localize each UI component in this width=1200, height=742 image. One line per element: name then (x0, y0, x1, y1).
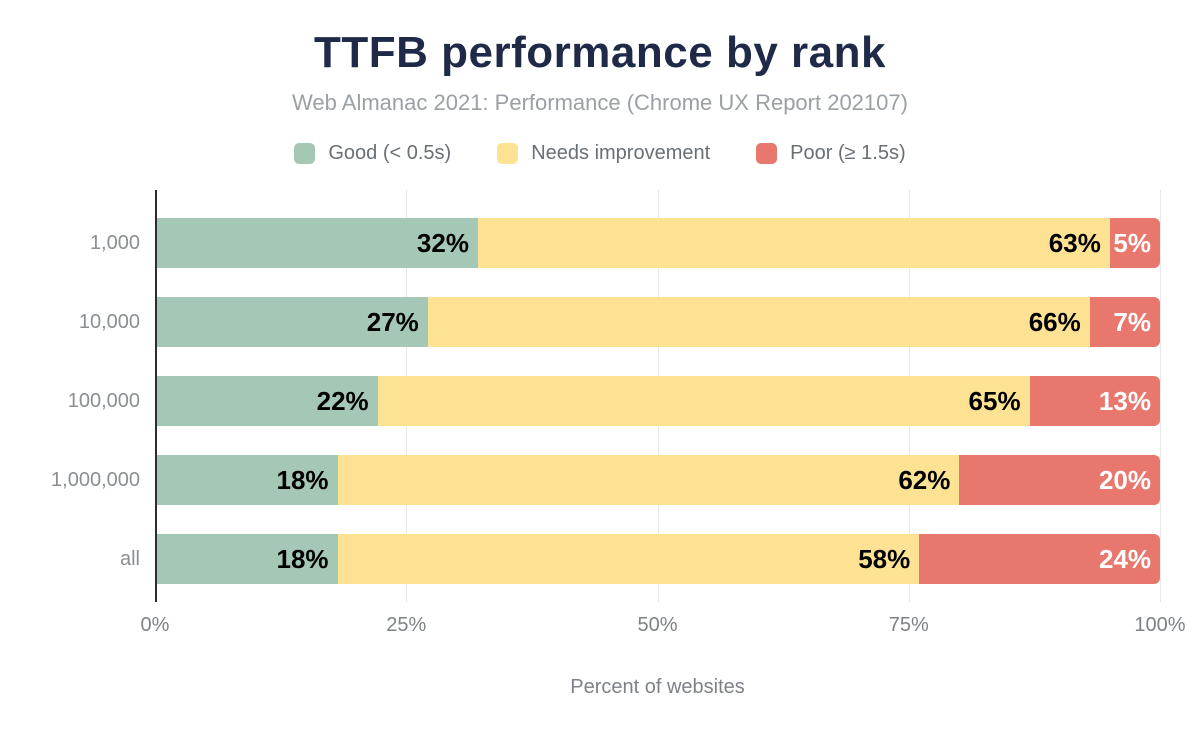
bar-segment-needs-improvement[interactable]: 66% (427, 297, 1090, 347)
bar-segment-needs-improvement[interactable]: 63% (477, 218, 1110, 268)
x-axis-tick-100: 100% (1134, 614, 1186, 636)
bar-segment-poor[interactable]: 20% (959, 455, 1160, 505)
bar-segment-poor[interactable]: 13% (1029, 376, 1160, 426)
bar-row: 100,000 22% 65% 13% (0, 376, 1200, 426)
legend-item-good[interactable]: Good (< 0.5s) (294, 142, 451, 165)
y-axis-label: 1,000,000 (51, 469, 140, 491)
y-axis-label: 1,000 (89, 232, 140, 254)
x-axis-tick-75: 75% (888, 614, 929, 636)
bar-segment-poor[interactable]: 5% (1109, 218, 1160, 268)
segment-value-label: 7% (1113, 306, 1151, 337)
segment-value-label: 58% (858, 543, 911, 574)
bar-segment-good[interactable]: 22% (157, 376, 378, 426)
legend-item-needs-improvement[interactable]: Needs improvement (497, 142, 710, 165)
segment-value-label: 63% (1048, 227, 1101, 258)
legend-label: Needs improvement (531, 142, 711, 164)
x-axis-tick-50: 50% (637, 614, 678, 636)
bar-segment-good[interactable]: 27% (157, 297, 428, 347)
bar-segment-good[interactable]: 18% (157, 455, 338, 505)
bar-segment-poor[interactable]: 24% (919, 534, 1160, 584)
segment-value-label: 22% (316, 385, 369, 416)
bar-track: 32% 63% 5% (157, 218, 1160, 268)
legend-swatch-good (294, 143, 316, 164)
x-axis-tick-25: 25% (386, 614, 427, 636)
y-axis-label: 10,000 (78, 311, 140, 333)
bar-track: 27% 66% 7% (157, 297, 1160, 347)
x-axis-tick-0: 0% (140, 614, 170, 636)
bar-segment-needs-improvement[interactable]: 58% (337, 534, 920, 584)
segment-value-label: 5% (1113, 227, 1151, 258)
chart-legend: Good (< 0.5s) Needs improvement Poor (≥ 1.… (0, 142, 1200, 165)
y-axis-label: all (119, 548, 140, 570)
bar-row: 1,000,000 18% 62% 20% (0, 455, 1200, 505)
bar-row: all 18% 58% 24% (0, 534, 1200, 584)
bar-segment-needs-improvement[interactable]: 65% (377, 376, 1030, 426)
gridline-100 (1160, 190, 1161, 602)
segment-value-label: 13% (1098, 385, 1151, 416)
bar-track: 22% 65% 13% (157, 376, 1160, 426)
page-title: TTFB performance by rank (314, 28, 886, 77)
bar-segment-needs-improvement[interactable]: 62% (337, 455, 960, 505)
segment-value-label: 66% (1028, 306, 1081, 337)
legend-label: Good (< 0.5s) (328, 142, 452, 164)
segment-value-label: 62% (898, 464, 951, 495)
legend-swatch-needs-improvement (497, 143, 519, 164)
legend-label: Poor (≥ 1.5s) (790, 142, 906, 164)
segment-value-label: 32% (416, 227, 469, 258)
bar-row: 10,000 27% 66% 7% (0, 297, 1200, 347)
segment-value-label: 18% (276, 543, 329, 574)
chart-plot-area: 1,000 32% 63% 5% 10,000 27% 66% 7% 100,000 22% 65%… (0, 190, 1200, 602)
bar-segment-good[interactable]: 32% (157, 218, 478, 268)
bar-row: 1,000 32% 63% 5% (0, 218, 1200, 268)
bar-track: 18% 62% 20% (157, 455, 1160, 505)
bar-segment-poor[interactable]: 7% (1089, 297, 1160, 347)
x-axis-title: Percent of websites (570, 676, 745, 698)
segment-value-label: 24% (1098, 543, 1151, 574)
legend-item-poor[interactable]: Poor (≥ 1.5s) (756, 142, 906, 165)
segment-value-label: 18% (276, 464, 329, 495)
x-axis-ticks: 0% 25% 50% 75% 100% (0, 614, 1200, 640)
bar-track: 18% 58% 24% (157, 534, 1160, 584)
legend-swatch-poor (756, 143, 778, 164)
y-axis-line (155, 190, 157, 602)
page-subtitle: Web Almanac 2021: Performance (Chrome UX… (292, 90, 908, 115)
segment-value-label: 27% (366, 306, 419, 337)
y-axis-label: 100,000 (67, 390, 140, 412)
bar-segment-good[interactable]: 18% (157, 534, 338, 584)
segment-value-label: 65% (968, 385, 1021, 416)
segment-value-label: 20% (1098, 464, 1151, 495)
